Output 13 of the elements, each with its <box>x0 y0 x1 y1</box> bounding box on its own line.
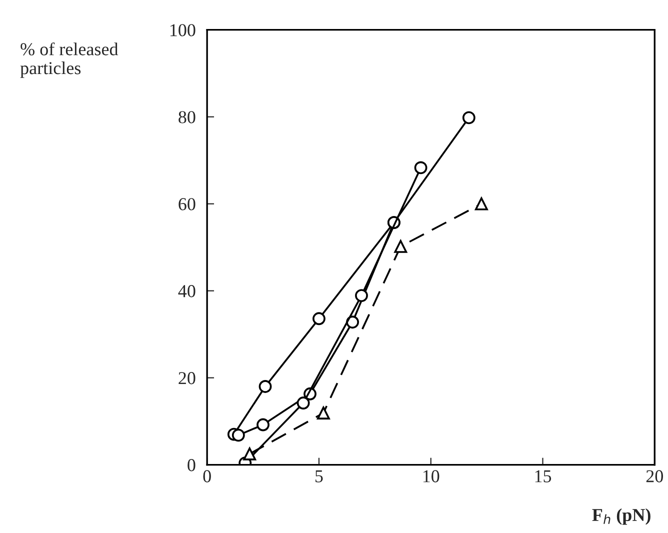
y-tick-label: 20 <box>178 372 196 384</box>
y-tick-label: 100 <box>170 24 196 36</box>
y-axis-title: % of released particles <box>20 42 118 78</box>
x-tick-label: 5 <box>316 470 323 482</box>
y-tick-label: 60 <box>178 198 196 210</box>
x-tick-label: 10 <box>423 470 440 482</box>
y-tick-label: 40 <box>178 285 196 298</box>
x-tick-label: 0 <box>203 470 211 482</box>
x-axis-title: F$_{h}$ (pN) <box>592 508 650 525</box>
y-tick-label: 80 <box>178 111 196 124</box>
y-tick-label: 0 <box>188 459 196 472</box>
x-tick-label: 20 <box>646 470 663 482</box>
x-tick-label: 15 <box>535 470 552 482</box>
